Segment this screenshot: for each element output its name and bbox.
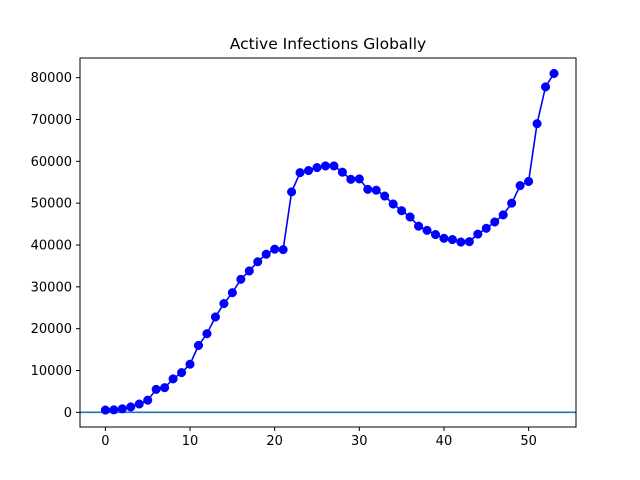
- data-point: [337, 167, 347, 177]
- data-point: [549, 68, 559, 79]
- x-tick-label: 0: [101, 434, 109, 449]
- data-point: [532, 119, 542, 129]
- data-point: [160, 383, 170, 393]
- y-tick-label: 20000: [31, 322, 72, 337]
- data-point: [456, 237, 466, 247]
- chart-title: Active Infections Globally: [230, 35, 426, 53]
- data-point: [168, 374, 178, 384]
- data-point: [439, 233, 449, 243]
- data-point: [320, 161, 331, 171]
- data-point: [490, 217, 500, 227]
- data-point: [151, 384, 161, 394]
- data-point: [287, 187, 297, 197]
- data-point: [540, 82, 551, 92]
- x-axis: 0 10 20 30 40 50: [101, 427, 537, 449]
- x-tick-label: 40: [436, 434, 453, 449]
- data-point: [329, 161, 339, 171]
- data-point: [134, 399, 144, 409]
- y-tick-label: 70000: [31, 113, 72, 128]
- y-tick-label: 10000: [31, 364, 72, 379]
- data-point: [397, 206, 407, 216]
- data-point: [515, 181, 525, 191]
- data-point: [363, 184, 373, 194]
- data-point: [430, 230, 441, 240]
- data-point: [295, 168, 305, 178]
- data-point: [346, 174, 356, 184]
- data-point: [303, 165, 314, 176]
- data-point: [388, 199, 398, 209]
- data-point: [447, 235, 457, 245]
- x-tick-label: 10: [182, 434, 199, 449]
- data-point: [481, 223, 491, 233]
- data-point: [261, 249, 271, 259]
- data-point: [143, 395, 153, 405]
- data-point: [507, 198, 517, 208]
- x-tick-label: 30: [351, 434, 368, 449]
- y-tick-label: 0: [64, 406, 72, 421]
- y-tick-label: 30000: [31, 280, 72, 295]
- data-point: [464, 237, 474, 247]
- data-point: [236, 274, 246, 284]
- data-point: [354, 174, 364, 184]
- data-point: [219, 299, 229, 309]
- data-point: [278, 245, 288, 255]
- data-point: [185, 359, 195, 369]
- data-point: [253, 257, 263, 267]
- data-point: [109, 405, 119, 415]
- data-point: [380, 191, 390, 201]
- data-point: [371, 185, 381, 195]
- data-point: [524, 176, 534, 186]
- y-tick-label: 50000: [31, 197, 72, 212]
- y-tick-label: 60000: [31, 155, 72, 170]
- data-point: [473, 229, 483, 239]
- data-point: [177, 368, 187, 378]
- data-point: [100, 405, 110, 415]
- axes-frame: [79, 57, 577, 428]
- data-point: [422, 225, 432, 235]
- data-point: [414, 221, 424, 231]
- data-point: [202, 329, 212, 339]
- data-point: [405, 212, 415, 222]
- x-tick-label: 20: [266, 434, 283, 449]
- data-point: [244, 266, 254, 276]
- x-tick-label: 50: [520, 434, 537, 449]
- y-tick-label: 80000: [31, 71, 72, 86]
- y-axis: 0 10000 20000 30000 40000 50000 60000 70000 8000…: [31, 71, 80, 421]
- data-point: [227, 288, 237, 298]
- data-point: [210, 312, 220, 322]
- data-point: [498, 210, 508, 220]
- data-point: [117, 404, 127, 414]
- data-point: [270, 244, 280, 254]
- data-point: [126, 402, 136, 412]
- data-point: [312, 163, 322, 173]
- plot-area: [80, 68, 576, 415]
- y-tick-label: 40000: [31, 239, 72, 254]
- data-point: [193, 340, 204, 350]
